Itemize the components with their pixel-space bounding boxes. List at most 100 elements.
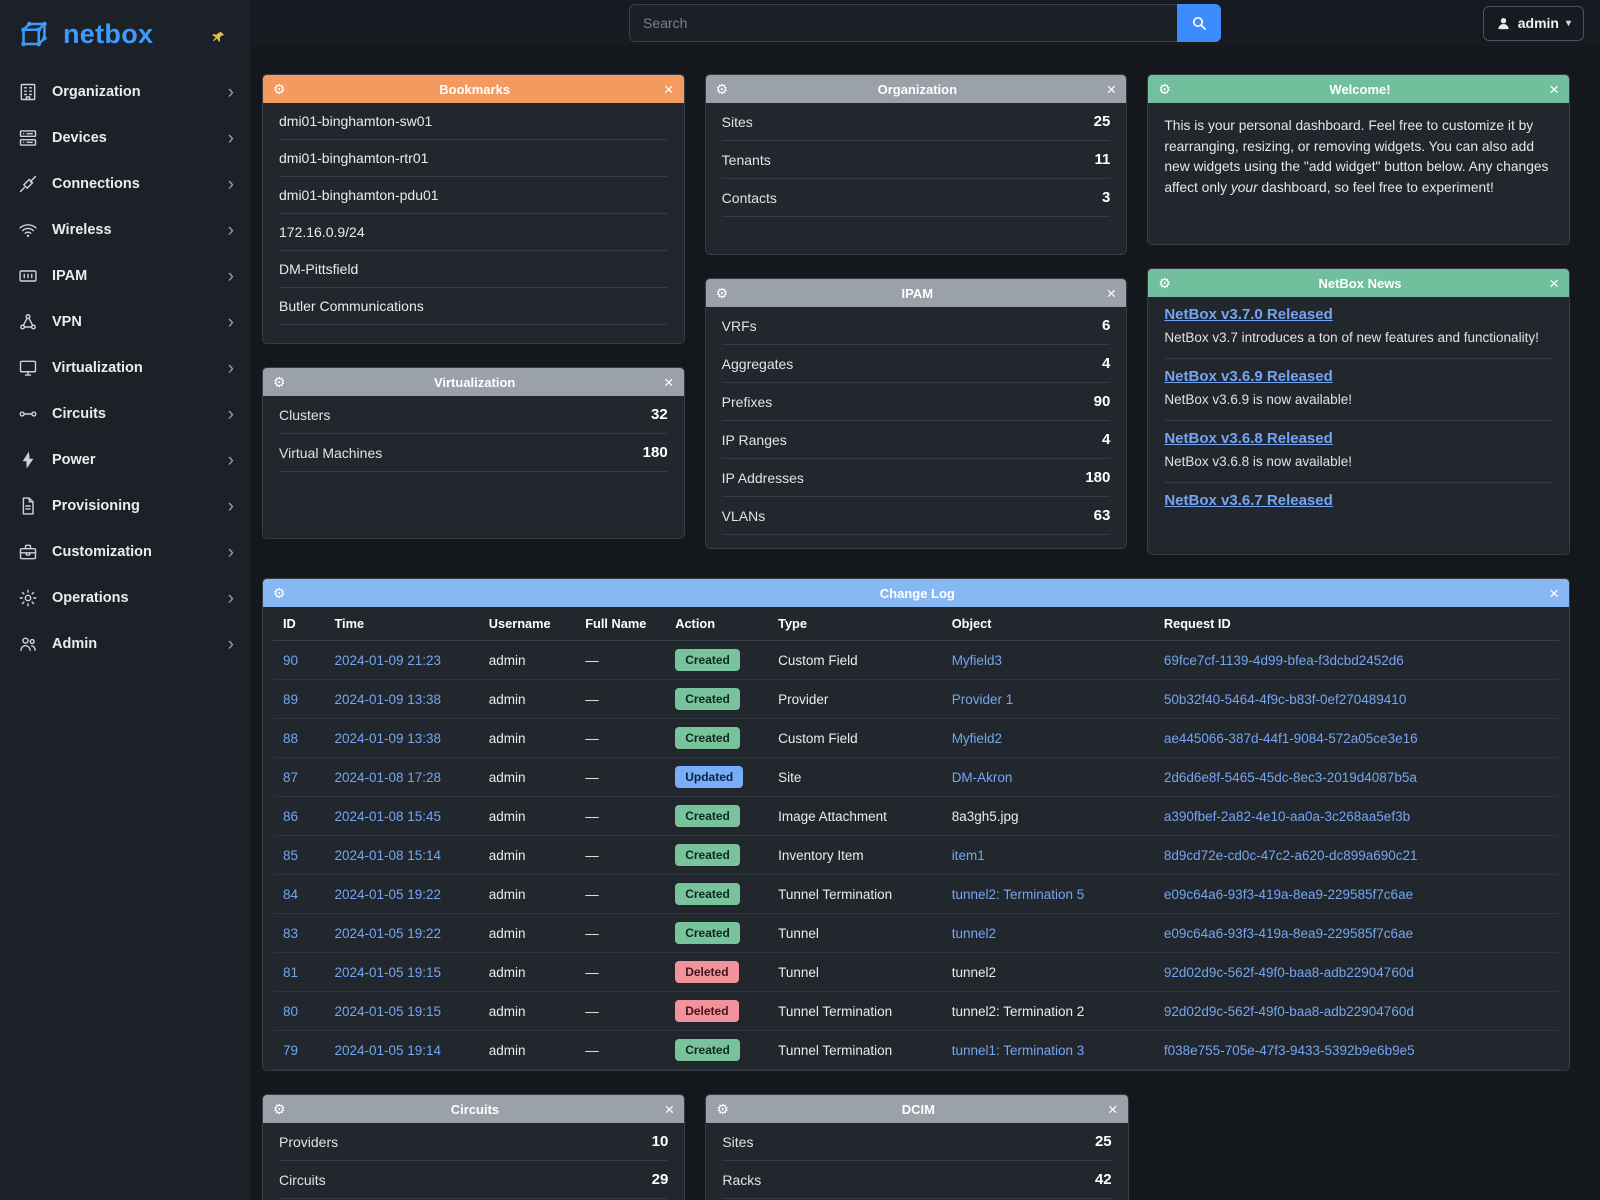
changelog-object-link[interactable]: tunnel1: Termination 3 <box>951 1042 1085 1058</box>
stat-count-link[interactable]: 3 <box>1102 189 1111 206</box>
widget-config-icon[interactable]: ⚙ <box>1158 81 1171 97</box>
sidebar-item-ipam[interactable]: IPAM › <box>0 253 250 299</box>
stat-count-link[interactable]: 29 <box>651 1171 669 1188</box>
widget-config-icon[interactable]: ⚙ <box>715 81 729 97</box>
close-icon[interactable]: × <box>664 1099 675 1119</box>
close-icon[interactable]: × <box>1106 79 1117 99</box>
changelog-request-id-link[interactable]: 50b32f40-5464-4f9c-b83f-0ef270489410 <box>1163 691 1407 707</box>
search-input[interactable] <box>629 4 1177 42</box>
sidebar-item-devices[interactable]: Devices › <box>0 115 250 161</box>
changelog-request-id-link[interactable]: e09c64a6-93f3-419a-8ea9-229585f7c6ae <box>1163 886 1414 902</box>
news-headline-link[interactable]: NetBox v3.7.0 Released <box>1164 306 1333 323</box>
changelog-time-link[interactable]: 2024-01-09 21:23 <box>334 652 442 668</box>
changelog-request-id-link[interactable]: a390fbef-2a82-4e10-aa0a-3c268aa5ef3b <box>1163 808 1411 824</box>
stat-count-link[interactable]: 180 <box>642 444 668 461</box>
sidebar-item-operations[interactable]: Operations › <box>0 575 250 621</box>
changelog-object-link[interactable]: Myfield3 <box>951 652 1002 668</box>
bookmark-item[interactable]: dmi01-binghamton-sw01 <box>279 103 668 140</box>
changelog-id-link[interactable]: 89 <box>283 691 299 707</box>
sidebar-item-circuits[interactable]: Circuits › <box>0 391 250 437</box>
stat-count-link[interactable]: 90 <box>1093 393 1111 410</box>
changelog-id-link[interactable]: 85 <box>283 847 299 863</box>
sidebar-item-organization[interactable]: Organization › <box>0 69 250 115</box>
changelog-id-link[interactable]: 80 <box>283 1003 299 1019</box>
changelog-object-link[interactable]: tunnel2 <box>951 925 996 941</box>
changelog-object-link[interactable]: Myfield2 <box>951 730 1002 746</box>
stat-count-link[interactable]: 42 <box>1094 1171 1112 1188</box>
changelog-time-link[interactable]: 2024-01-08 15:45 <box>334 808 442 824</box>
changelog-object-link[interactable]: 8a3gh5.jpg <box>951 808 1019 824</box>
stat-count-link[interactable]: 11 <box>1094 151 1111 168</box>
news-headline-link[interactable]: NetBox v3.6.7 Released <box>1164 491 1333 509</box>
changelog-id-link[interactable]: 86 <box>283 808 299 824</box>
sidebar-item-power[interactable]: Power › <box>0 437 250 483</box>
changelog-id-link[interactable]: 83 <box>283 925 299 941</box>
changelog-request-id-link[interactable]: 2d6d6e8f-5465-45dc-8ec3-2019d4087b5a <box>1163 769 1417 785</box>
changelog-request-id-link[interactable]: 92d02d9c-562f-49f0-baa8-adb22904760d <box>1163 1003 1414 1019</box>
stat-count-link[interactable]: 25 <box>1094 1133 1112 1150</box>
changelog-object-link[interactable]: tunnel2: Termination 2 <box>951 1003 1085 1019</box>
search-button[interactable] <box>1177 4 1221 42</box>
changelog-time-link[interactable]: 2024-01-09 13:38 <box>334 730 442 746</box>
sidebar-item-vpn[interactable]: VPN › <box>0 299 250 345</box>
changelog-time-link[interactable]: 2024-01-08 15:14 <box>334 847 442 863</box>
changelog-time-link[interactable]: 2024-01-05 19:22 <box>334 925 442 941</box>
stat-count-link[interactable]: 180 <box>1085 469 1111 486</box>
changelog-object-link[interactable]: DM-Akron <box>951 769 1013 785</box>
changelog-id-link[interactable]: 79 <box>283 1042 299 1058</box>
user-menu-button[interactable]: admin ▾ <box>1482 5 1584 41</box>
changelog-object-link[interactable]: Provider 1 <box>951 691 1014 707</box>
changelog-object-link[interactable]: tunnel2 <box>951 964 996 980</box>
pin-sidebar-icon[interactable] <box>211 30 226 45</box>
news-headline-link[interactable]: NetBox v3.6.9 Released <box>1164 367 1333 385</box>
close-icon[interactable]: × <box>663 79 674 99</box>
close-icon[interactable]: × <box>1549 79 1560 99</box>
widget-config-icon[interactable]: ⚙ <box>273 374 286 390</box>
news-headline-link[interactable]: NetBox v3.6.8 Released <box>1164 429 1333 447</box>
changelog-request-id-link[interactable]: 69fce7cf-1139-4d99-bfea-f3dcbd2452d6 <box>1163 652 1404 668</box>
sidebar-item-connections[interactable]: Connections › <box>0 161 250 207</box>
changelog-time-link[interactable]: 2024-01-05 19:15 <box>334 964 442 980</box>
netbox-logo[interactable]: netbox <box>14 15 153 53</box>
bookmark-item[interactable]: 172.16.0.9/24 <box>279 214 668 251</box>
changelog-time-link[interactable]: 2024-01-05 19:22 <box>334 886 442 902</box>
changelog-request-id-link[interactable]: f038e755-705e-47f3-9433-5392b9e6b9e5 <box>1163 1042 1415 1058</box>
stat-count-link[interactable]: 25 <box>1093 113 1111 130</box>
close-icon[interactable]: × <box>1549 583 1559 603</box>
changelog-request-id-link[interactable]: ae445066-387d-44f1-9084-572a05ce3e16 <box>1163 730 1418 746</box>
widget-config-icon[interactable]: ⚙ <box>1158 275 1171 291</box>
changelog-id-link[interactable]: 81 <box>283 964 299 980</box>
close-icon[interactable]: × <box>1549 273 1560 293</box>
changelog-id-link[interactable]: 90 <box>283 652 299 668</box>
changelog-object-link[interactable]: tunnel2: Termination 5 <box>951 886 1085 902</box>
stat-count-link[interactable]: 10 <box>651 1133 669 1150</box>
changelog-id-link[interactable]: 84 <box>283 886 299 902</box>
bookmark-item[interactable]: DM-Pittsfield <box>279 251 668 288</box>
sidebar-item-provisioning[interactable]: Provisioning › <box>0 483 250 529</box>
stat-count-link[interactable]: 63 <box>1093 507 1111 524</box>
close-icon[interactable]: × <box>1107 1099 1118 1119</box>
sidebar-item-wireless[interactable]: Wireless › <box>0 207 250 253</box>
close-icon[interactable]: × <box>1106 283 1117 303</box>
widget-config-icon[interactable]: ⚙ <box>273 1101 286 1117</box>
changelog-time-link[interactable]: 2024-01-05 19:15 <box>334 1003 442 1019</box>
changelog-request-id-link[interactable]: 92d02d9c-562f-49f0-baa8-adb22904760d <box>1163 964 1414 980</box>
close-icon[interactable]: × <box>663 372 674 392</box>
widget-config-icon[interactable]: ⚙ <box>273 585 286 601</box>
changelog-request-id-link[interactable]: e09c64a6-93f3-419a-8ea9-229585f7c6ae <box>1163 925 1414 941</box>
stat-count-link[interactable]: 6 <box>1102 317 1111 334</box>
bookmark-item[interactable]: dmi01-binghamton-pdu01 <box>279 177 668 214</box>
bookmark-item[interactable]: dmi01-binghamton-rtr01 <box>279 140 668 177</box>
changelog-time-link[interactable]: 2024-01-08 17:28 <box>334 769 442 785</box>
changelog-time-link[interactable]: 2024-01-09 13:38 <box>334 691 442 707</box>
widget-config-icon[interactable]: ⚙ <box>273 81 286 97</box>
stat-count-link[interactable]: 4 <box>1102 431 1111 448</box>
sidebar-item-virtualization[interactable]: Virtualization › <box>0 345 250 391</box>
bookmark-item[interactable]: Butler Communications <box>279 288 668 325</box>
changelog-id-link[interactable]: 88 <box>283 730 299 746</box>
sidebar-item-admin[interactable]: Admin › <box>0 621 250 667</box>
changelog-request-id-link[interactable]: 8d9cd72e-cd0c-47c2-a620-dc899a690c21 <box>1163 847 1418 863</box>
widget-config-icon[interactable]: ⚙ <box>715 285 729 301</box>
stat-count-link[interactable]: 32 <box>650 406 668 423</box>
sidebar-item-customization[interactable]: Customization › <box>0 529 250 575</box>
